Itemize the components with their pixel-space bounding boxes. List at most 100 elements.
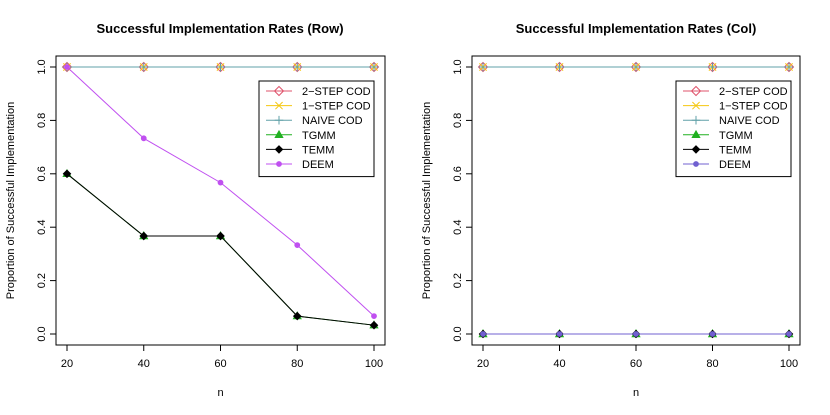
legend-entry: TEMM (719, 144, 751, 156)
x-tick-label: 60 (630, 358, 642, 370)
data-point (555, 62, 564, 72)
data-point (139, 62, 149, 72)
y-tick-label: 0.4 (452, 220, 464, 235)
legend-entry: 2−STEP COD (719, 86, 788, 98)
legend-swatch-marker (690, 85, 702, 97)
data-point (292, 61, 303, 73)
legend-swatch-marker (693, 161, 699, 167)
legend-swatch-marker (692, 101, 700, 110)
y-tick-label: 1.0 (452, 59, 464, 74)
legend: 2−STEP COD 1−STEP COD NAIVE COD TGMM TEMM DEE… (258, 80, 375, 178)
y-tick-label: 0.6 (36, 166, 48, 181)
series-5 (62, 169, 379, 330)
chart-panel-1: Successful Implementation Rates (Row) 20 4… (5, 21, 386, 399)
data-point (786, 331, 792, 337)
legend-box (675, 80, 792, 178)
x-tick-label: 40 (553, 358, 565, 370)
legend-entry: 1−STEP COD (719, 101, 788, 113)
chart-title: Successful Implementation Rates (Col) (516, 21, 757, 36)
data-point (478, 62, 488, 72)
y-tick-label: 0.6 (452, 166, 464, 181)
series-line (66, 173, 375, 326)
data-point (707, 61, 718, 73)
data-point (64, 64, 70, 70)
x-tick-label: 100 (780, 358, 798, 370)
x-tick-label: 80 (706, 358, 718, 370)
y-tick-label: 0.8 (36, 113, 48, 128)
legend-entry: NAIVE COD (302, 115, 363, 127)
data-point (138, 61, 149, 73)
data-point (631, 62, 641, 72)
data-point (633, 331, 639, 337)
legend-box (258, 80, 375, 178)
data-point (61, 61, 73, 73)
data-point (217, 179, 224, 186)
data-point (62, 169, 72, 179)
data-point (784, 62, 794, 72)
data-point (368, 61, 380, 73)
legend-entry: TEMM (302, 144, 334, 156)
legend-swatch-marker (691, 115, 701, 125)
y-tick-label: 0.0 (36, 326, 48, 341)
y-tick-label: 0.2 (36, 273, 48, 288)
y-tick-label: 0.4 (36, 220, 48, 235)
legend-swatch-marker (691, 129, 701, 138)
legend-swatch-marker (274, 115, 284, 125)
data-point (371, 313, 377, 320)
x-tick-label: 20 (477, 358, 489, 370)
legend-entry: 1−STEP COD (302, 101, 371, 113)
legend-entry: TGMM (302, 130, 336, 142)
legend-swatch-marker (276, 161, 282, 167)
series-4 (62, 168, 379, 329)
x-tick-label: 100 (365, 358, 383, 370)
data-point (139, 231, 149, 241)
chart-panel-2: Successful Implementation Rates (Col) 20 4… (421, 21, 801, 399)
y-axis-label: Proportion of Successful Implementation (421, 102, 433, 300)
legend-swatch-marker (274, 129, 284, 138)
y-tick-label: 0.0 (452, 326, 464, 341)
data-point (369, 62, 379, 72)
data-point (630, 61, 642, 73)
data-point (709, 331, 716, 337)
legend-swatch-marker (273, 85, 285, 97)
legend-entry: 2−STEP COD (302, 86, 371, 98)
series-3 (478, 62, 794, 72)
chart-title: Successful Implementation Rates (Row) (96, 21, 343, 36)
data-point (294, 242, 301, 248)
data-point (477, 61, 489, 73)
series-6 (480, 331, 792, 337)
x-axis-label: n (633, 387, 639, 399)
x-axis-label: n (217, 387, 223, 399)
data-point (480, 331, 486, 337)
legend: 2−STEP COD 1−STEP COD NAIVE COD TGMM TEMM DEE… (675, 80, 792, 178)
data-point (215, 61, 226, 73)
data-point (556, 331, 563, 337)
series-3 (62, 62, 379, 72)
data-point (216, 62, 225, 72)
series-6 (64, 64, 377, 320)
data-point (216, 231, 225, 241)
data-point (140, 135, 147, 142)
series-line (66, 173, 375, 326)
data-point (369, 320, 379, 330)
x-tick-label: 60 (214, 358, 226, 370)
data-point (783, 61, 795, 73)
legend-entry: TGMM (719, 130, 753, 142)
x-tick-label: 20 (61, 358, 73, 370)
data-point (292, 311, 302, 321)
legend-entry: DEEM (719, 159, 751, 171)
x-tick-label: 40 (138, 358, 150, 370)
legend-entry: DEEM (302, 159, 334, 171)
y-axis-label: Proportion of Successful Implementation (5, 102, 17, 300)
y-tick-label: 0.2 (452, 273, 464, 288)
data-point (708, 62, 717, 72)
legend-entry: NAIVE COD (719, 115, 780, 127)
legend-swatch-marker (275, 101, 283, 110)
x-tick-label: 80 (291, 358, 303, 370)
legend-swatch-marker (274, 145, 284, 154)
y-tick-label: 1.0 (36, 59, 48, 74)
y-tick-label: 0.8 (452, 113, 464, 128)
legend-swatch-marker (691, 145, 701, 154)
